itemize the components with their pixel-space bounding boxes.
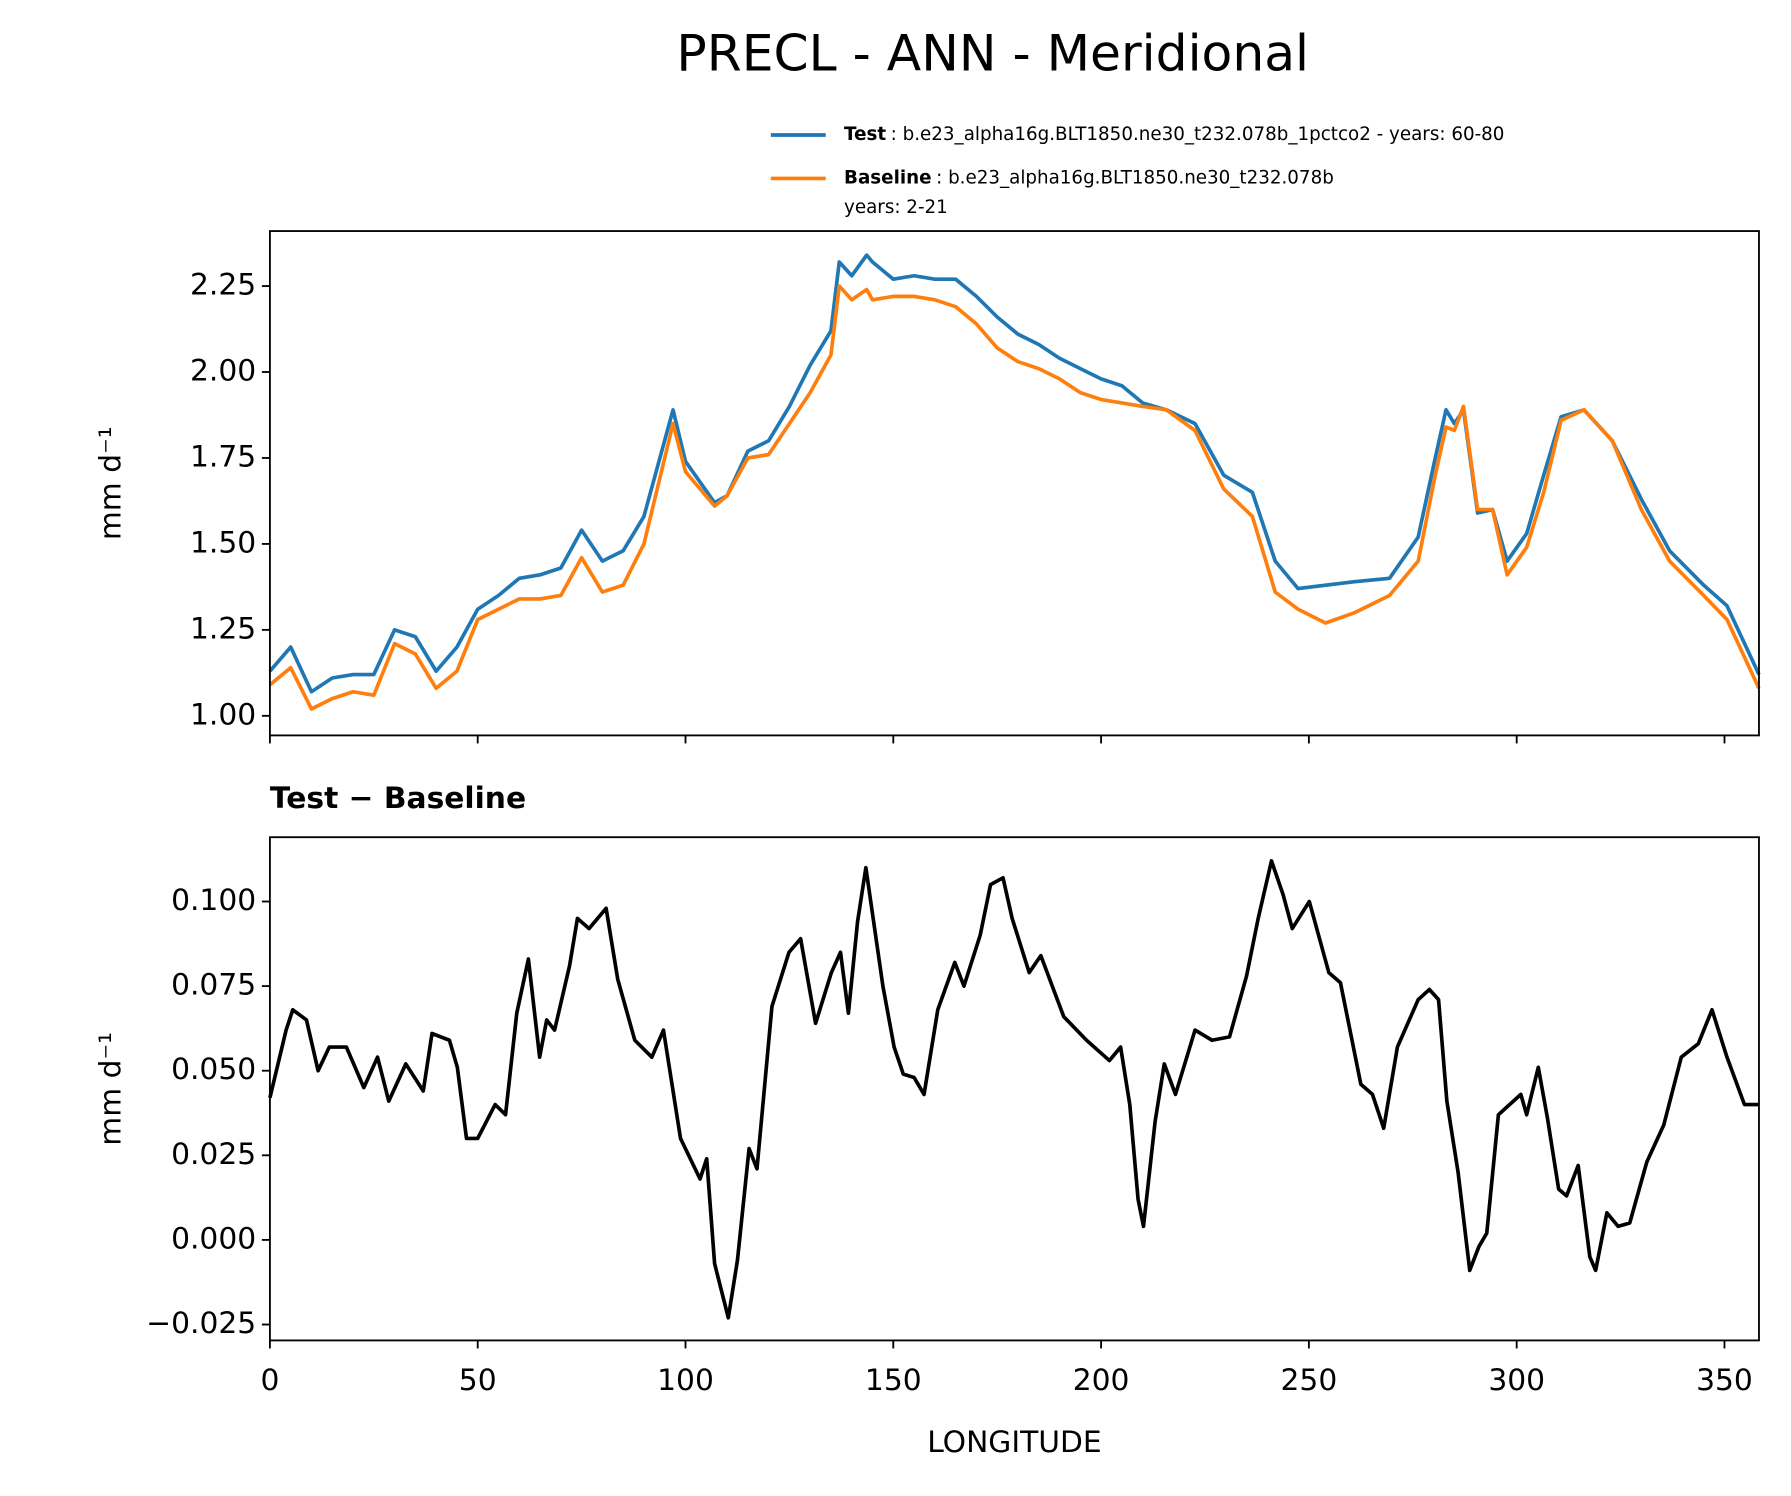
legend-description: : b.e23_alpha16g.BLT1850.ne30_t232.078b_… <box>891 124 1505 145</box>
y-tick-label: 1.75 <box>190 439 256 474</box>
x-tick-label: 250 <box>1281 1363 1338 1398</box>
panel-title: Test − Baseline <box>270 781 526 816</box>
x-axis-label: LONGITUDE <box>927 1425 1101 1460</box>
legend-description: years: 2-21 <box>844 197 948 218</box>
y-axis-label: mm d⁻¹ <box>94 1032 129 1146</box>
series-line <box>268 284 1761 711</box>
series-line <box>268 253 1761 694</box>
x-tick-label: 300 <box>1488 1363 1545 1398</box>
legend-description: : b.e23_alpha16g.BLT1850.ne30_t232.078b <box>936 167 1334 188</box>
y-tick-label: 0.000 <box>171 1221 256 1256</box>
y-tick-label: −0.025 <box>146 1306 256 1341</box>
x-tick-label: 50 <box>459 1363 497 1398</box>
y-tick-label: 1.50 <box>190 525 256 560</box>
legend-name: Baseline <box>844 167 932 188</box>
y-tick-label: 2.00 <box>190 354 256 389</box>
y-tick-label: 0.050 <box>171 1052 256 1087</box>
x-tick-label: 150 <box>865 1363 922 1398</box>
x-tick-label: 350 <box>1696 1363 1753 1398</box>
y-tick-label: 2.25 <box>190 268 256 303</box>
series-line <box>268 859 1759 1320</box>
figure-title: PRECL - ANN - Meridional <box>676 24 1309 83</box>
legend-name: Test <box>844 124 886 145</box>
legend-entry: Baseline: b.e23_alpha16g.BLT1850.ne30_t2… <box>844 167 1334 188</box>
y-tick-label: 1.25 <box>190 611 256 646</box>
legend-entry: Test: b.e23_alpha16g.BLT1850.ne30_t232.0… <box>844 124 1504 145</box>
y-axis-label: mm d⁻¹ <box>94 426 129 540</box>
y-tick-label: 0.100 <box>171 883 256 918</box>
plot-frame <box>268 230 1760 737</box>
y-tick-label: 0.025 <box>171 1137 256 1172</box>
y-tick-label: 1.00 <box>190 697 256 732</box>
x-tick-label: 0 <box>260 1363 279 1398</box>
plot-frame <box>268 836 1760 1342</box>
x-tick-label: 100 <box>657 1363 714 1398</box>
y-tick-label: 0.075 <box>171 968 256 1003</box>
x-tick-label: 200 <box>1073 1363 1130 1398</box>
